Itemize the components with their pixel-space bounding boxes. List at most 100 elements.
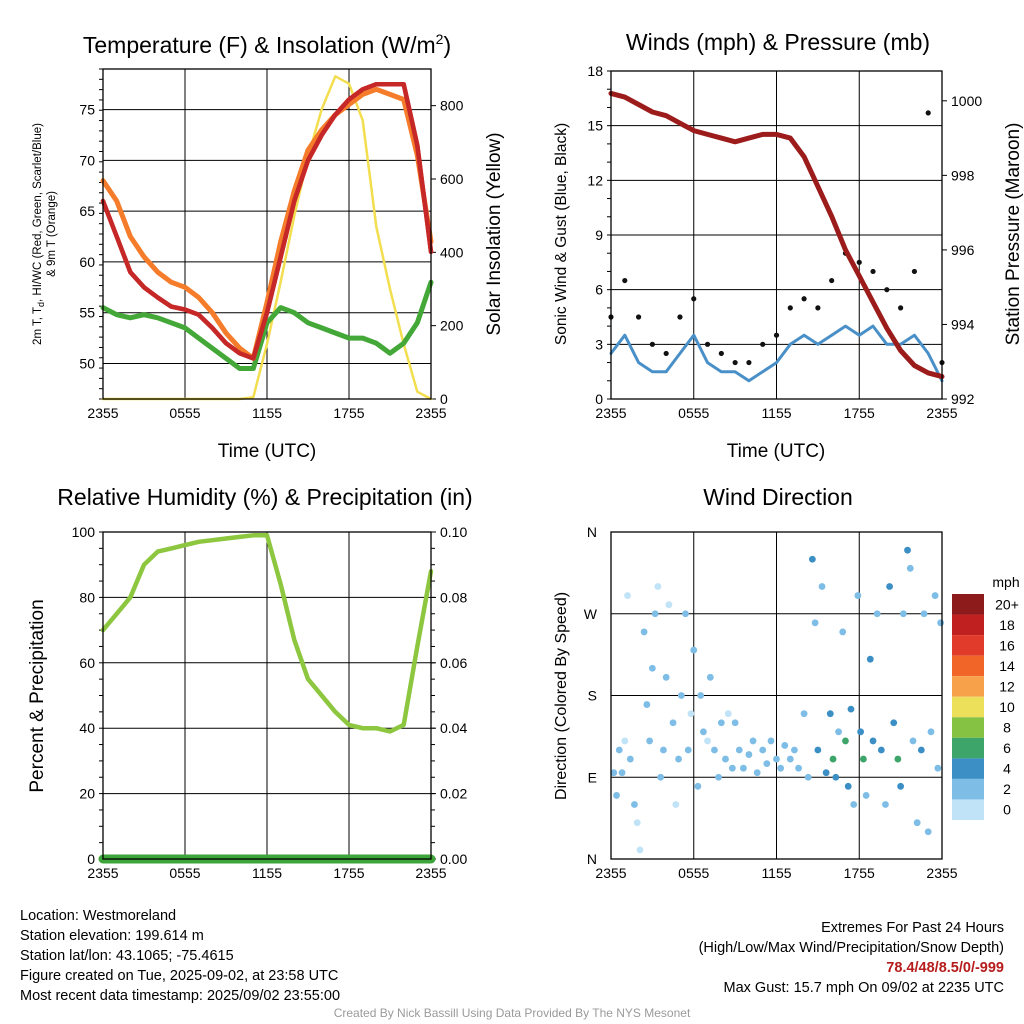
direction-point	[826, 710, 834, 718]
y2-axis-label: Solar Insolation (Yellow)	[484, 132, 505, 335]
credit-text: Created By Nick Bassill Using Data Provi…	[333, 1006, 691, 1020]
direction-point	[791, 746, 798, 754]
colorbar-swatch	[952, 778, 984, 800]
gust-point	[787, 305, 793, 311]
direction-point	[877, 746, 885, 754]
y2-tick-label: 200	[440, 318, 464, 334]
direction-point	[615, 746, 623, 754]
direction-point	[839, 628, 847, 636]
y2-tick-label: 998	[951, 167, 975, 183]
y2-tick-label: 0.08	[440, 589, 467, 605]
direction-point	[677, 692, 685, 699]
x-tick-label: 2355	[87, 865, 118, 881]
colorbar-swatch	[952, 594, 984, 615]
direction-point	[643, 701, 651, 708]
direction-point	[859, 755, 867, 763]
x-tick-label: 2355	[926, 405, 957, 421]
y-axis-label: Sonic Wind & Gust (Blue, Black)	[553, 123, 570, 345]
y-tick-label: 80	[79, 589, 95, 605]
gust-point	[718, 350, 724, 357]
direction-point	[700, 728, 707, 736]
gust-point	[870, 268, 876, 275]
plot-border	[610, 531, 943, 860]
colorbar-label: 18	[999, 617, 1015, 633]
y-tick-label: 70	[79, 152, 95, 168]
colorbar-swatch	[952, 614, 984, 636]
x-tick-label: 2355	[595, 405, 626, 421]
direction-point	[818, 583, 826, 590]
direction-point	[844, 782, 852, 790]
created-text: Figure created on Tue, 2025-09-02, at 23…	[20, 968, 339, 984]
gust-point	[801, 296, 807, 302]
colorbar-swatch	[952, 799, 984, 820]
y-tick-label: 65	[79, 203, 95, 219]
direction-point	[684, 746, 692, 754]
y2-tick-label: 0.00	[440, 851, 467, 867]
y-tick-label: 0	[595, 391, 603, 407]
direction-point	[835, 728, 842, 736]
colorbar-swatch	[952, 696, 984, 718]
direction-point	[626, 755, 634, 763]
elevation-text: Station elevation: 199.614 m	[20, 928, 204, 944]
y-tick-label: 15	[587, 118, 603, 134]
direction-point	[711, 746, 718, 754]
plot-border	[102, 68, 432, 400]
y2-tick-label: 994	[951, 316, 975, 332]
colorbar-label: 16	[999, 637, 1015, 653]
y-tick-label: 12	[587, 172, 603, 188]
y-axis-label: Percent & Precipitation	[27, 599, 48, 792]
panel-winds: 2355 0555 1155 1755 235503691215189929949969…	[553, 29, 1024, 462]
direction-point	[728, 764, 736, 772]
gust-point	[649, 341, 655, 347]
chart-title: Winds (mph) & Pressure (mb)	[626, 29, 930, 55]
gust-point	[663, 350, 669, 357]
direction-point	[904, 546, 911, 554]
colorbar-label: 12	[999, 678, 1015, 694]
direction-point	[897, 782, 905, 790]
y-tick-label: 0	[87, 851, 95, 867]
x-tick-label: 2355	[926, 865, 957, 881]
direction-point	[931, 592, 939, 599]
direction-point	[857, 728, 865, 736]
direction-point	[715, 773, 722, 781]
y-tick-label: 9	[595, 227, 603, 243]
y-tick-label: S	[588, 688, 597, 704]
y-axis-label-part: 2m T, T	[32, 307, 44, 345]
direction-point	[832, 773, 840, 781]
x-tick-label: 1755	[844, 405, 875, 421]
colorbar-swatch	[952, 737, 984, 759]
y-axis-label: 2m T, Td, HI/WC (Red, Green, Scarlet/Blu…	[32, 123, 46, 345]
direction-point	[682, 610, 689, 618]
y-tick-label: E	[588, 769, 597, 785]
colorbar-label: 10	[999, 699, 1015, 715]
x-tick-label: 2355	[87, 405, 118, 421]
y2-tick-label: 0.04	[440, 720, 467, 736]
direction-point	[862, 792, 870, 799]
colorbar-unit-label: mph	[992, 574, 1019, 590]
direction-point	[934, 764, 942, 772]
y-axis-label-part: , HI/WC (Red, Green, Scarlet/Blue)	[32, 123, 44, 302]
gust-point	[898, 305, 904, 311]
latlon-text: Station lat/lon: 43.1065; -75.4615	[20, 948, 234, 964]
y2-tick-label: 0.06	[440, 655, 467, 671]
direction-point	[882, 801, 889, 808]
x-tick-label: 0555	[169, 865, 200, 881]
recent-data-text: Most recent data timestamp: 2025/09/02 2…	[20, 988, 341, 1004]
colorbar-label: 0	[1003, 802, 1011, 818]
panel-humidity: 2355 0555 1155 1755 23550204060801000.000.02…	[27, 484, 473, 881]
direction-point	[800, 710, 808, 718]
y-tick-label: 60	[79, 655, 95, 671]
direction-point	[763, 760, 771, 768]
x-tick-label: 0555	[169, 405, 200, 421]
x-tick-label: 1755	[844, 865, 875, 881]
direction-point	[781, 742, 789, 749]
colorbar-swatch	[952, 635, 984, 656]
colorbar-label: 6	[1003, 740, 1011, 756]
direction-point	[697, 692, 705, 699]
x-axis-label: Time (UTC)	[727, 441, 826, 462]
gust-point	[691, 296, 697, 302]
direction-point	[749, 737, 757, 745]
direction-point	[767, 737, 775, 745]
x-tick-label: 1155	[252, 865, 282, 881]
direction-point	[924, 828, 932, 836]
